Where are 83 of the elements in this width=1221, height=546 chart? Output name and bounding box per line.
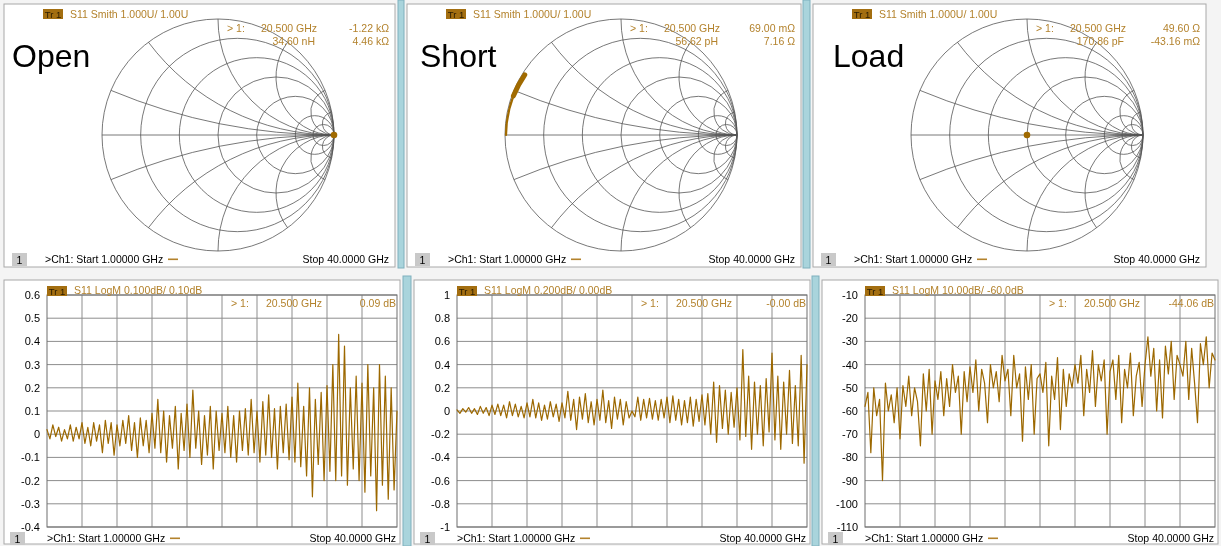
- text: 7.16 Ω: [763, 35, 796, 47]
- text: S11 Smith 1.000U/ 1.00U: [879, 8, 998, 20]
- annotation: > 1:: [1049, 297, 1067, 309]
- text: Stop 40.0000 GHz: [302, 253, 389, 265]
- text: >Ch1: Start 1.00000 GHz: [865, 532, 984, 544]
- y-tick-label: -0.3: [21, 497, 40, 510]
- y-tick-label: 0.2: [434, 381, 450, 394]
- text: -43.16 mΩ: [1150, 35, 1201, 47]
- text: 56.62 pH: [675, 35, 718, 47]
- text: >Ch1: Start 1.00000 GHz: [854, 253, 973, 265]
- text: >Ch1: Start 1.00000 GHz: [45, 253, 164, 265]
- y-tick-label: -30: [842, 335, 858, 348]
- y-tick-label: -60: [842, 405, 858, 417]
- annotation: 0.09 dB: [359, 297, 396, 309]
- text: >Ch1: Start 1.00000 GHz: [47, 532, 166, 544]
- text: Short: [420, 38, 497, 74]
- text: 69.00 mΩ: [749, 22, 796, 34]
- y-tick-label: 0.6: [434, 335, 450, 348]
- text: Load: [833, 38, 905, 74]
- y-tick-label: 0.4: [24, 335, 40, 348]
- line-series: [456, 348, 808, 464]
- y-tick-label: -90: [842, 474, 858, 487]
- y-tick-label: -0.8: [431, 497, 450, 510]
- text: 1: [419, 253, 426, 266]
- y-tick-label: 0: [33, 428, 40, 441]
- line-series: [46, 333, 398, 512]
- y-tick-label: 0.1: [24, 405, 40, 417]
- annotation: > 1:: [231, 297, 249, 309]
- text: 34.60 nH: [272, 35, 315, 47]
- text: Stop 40.0000 GHz: [708, 253, 795, 265]
- text: -1.22 kΩ: [349, 22, 390, 34]
- y-tick-label: -110: [836, 521, 858, 533]
- annotation: -44.06 dB: [1168, 297, 1214, 309]
- text: > 1:: [227, 22, 245, 34]
- text: Open: [12, 38, 91, 74]
- y-tick-label: -80: [842, 451, 858, 464]
- annotation: S11 LogM 0.100dB/ 0.10dB: [74, 284, 203, 296]
- text: 1: [825, 253, 832, 266]
- text: 20.500 GHz: [1070, 22, 1127, 34]
- y-tick-label: -0.6: [431, 474, 450, 487]
- text: S11 Smith 1.000U/ 1.00U: [70, 8, 189, 20]
- annotation: 20.500 GHz: [1084, 297, 1141, 309]
- y-tick-label: 0.4: [434, 358, 450, 371]
- y-tick-label: 0.6: [24, 289, 40, 301]
- y-tick-label: -50: [842, 381, 858, 394]
- text: Stop 40.0000 GHz: [309, 532, 396, 544]
- y-tick-label: 1: [443, 289, 450, 301]
- text: 4.46 kΩ: [352, 35, 390, 47]
- y-tick-label: -1: [440, 521, 450, 533]
- y-tick-label: -0.2: [431, 428, 450, 441]
- line-series: [864, 336, 1216, 482]
- text: > 1:: [630, 22, 648, 34]
- text: Stop 40.0000 GHz: [1127, 532, 1214, 544]
- annotation: 20.500 GHz: [266, 297, 323, 309]
- text: 49.60 Ω: [1162, 22, 1201, 34]
- text: 170.86 pF: [1076, 35, 1124, 47]
- annotation: -0.00 dB: [766, 297, 806, 309]
- y-tick-label: 0.2: [24, 381, 40, 394]
- annotation: S11 LogM 0.200dB/ 0.00dB: [484, 284, 613, 296]
- y-tick-label: -0.4: [21, 521, 40, 533]
- text: 20.500 GHz: [261, 22, 318, 34]
- text: S11 Smith 1.000U/ 1.00U: [473, 8, 592, 20]
- y-tick-label: -40: [842, 358, 858, 371]
- y-tick-label: -10: [842, 289, 858, 301]
- y-tick-label: 0.5: [24, 312, 40, 325]
- annotation: S11 LogM 10.00dB/ -60.0dB: [892, 284, 1024, 296]
- y-tick-label: -0.4: [431, 451, 450, 464]
- y-tick-label: 0: [443, 405, 450, 417]
- text: 20.500 GHz: [664, 22, 721, 34]
- y-tick-label: -20: [842, 312, 858, 325]
- text: >Ch1: Start 1.00000 GHz: [448, 253, 567, 265]
- y-tick-label: -100: [835, 497, 858, 510]
- y-tick-label: 0.8: [434, 312, 450, 325]
- text: > 1:: [1036, 22, 1054, 34]
- text: >Ch1: Start 1.00000 GHz: [457, 532, 576, 544]
- y-tick-label: -0.2: [21, 474, 40, 487]
- y-tick-label: 0.3: [24, 358, 40, 371]
- annotation: 20.500 GHz: [676, 297, 733, 309]
- annotation: > 1:: [641, 297, 659, 309]
- y-tick-label: -70: [842, 428, 858, 441]
- text: Stop 40.0000 GHz: [719, 532, 806, 544]
- text: Stop 40.0000 GHz: [1113, 253, 1200, 265]
- y-tick-label: -0.1: [21, 451, 40, 464]
